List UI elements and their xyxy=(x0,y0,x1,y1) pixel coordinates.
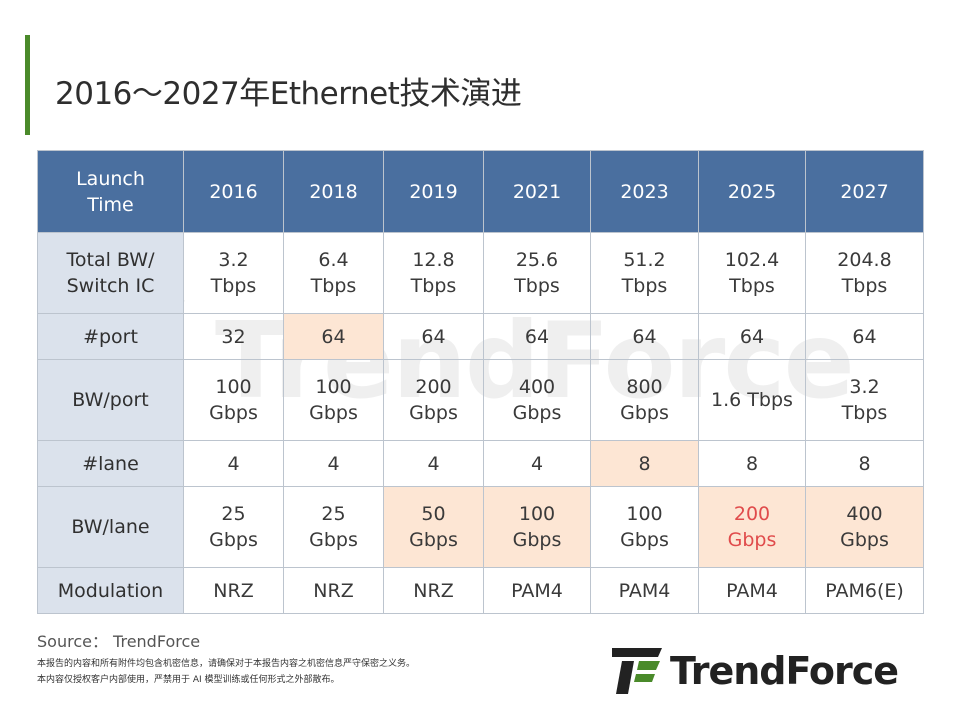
table-cell: PAM4 xyxy=(698,567,806,614)
table-cell: 4 xyxy=(383,440,484,487)
disclaimer-line: 本报告的内容和所有附件均包含机密信息，请确保对于本报告内容之机密信息严守保密之义… xyxy=(37,659,416,669)
table-cell: 8 xyxy=(698,440,806,487)
source-note: Source： TrendForce xyxy=(37,632,201,651)
table-row: BW/port 100 Gbps 100 Gbps 200 Gbps 400 G… xyxy=(37,359,924,441)
row-label: #port xyxy=(37,313,184,360)
table-cell: 3.2 Tbps xyxy=(805,359,924,441)
table-cell: NRZ xyxy=(383,567,484,614)
table-cell-highlighted: 100 Gbps xyxy=(483,486,591,568)
table-cell: 200 Gbps xyxy=(383,359,484,441)
table-cell: 8 xyxy=(805,440,924,487)
table-cell: 6.4 Tbps xyxy=(283,232,384,314)
table-cell: 800 Gbps xyxy=(590,359,699,441)
header-year: 2018 xyxy=(283,150,384,233)
table-row: Total BW/ Switch IC 3.2 Tbps 6.4 Tbps 12… xyxy=(37,232,924,314)
table-cell: 3.2 Tbps xyxy=(183,232,284,314)
row-label: BW/port xyxy=(37,359,184,441)
header-corner: Launch Time xyxy=(37,150,184,233)
table-row: Modulation NRZ NRZ NRZ PAM4 PAM4 PAM4 PA… xyxy=(37,567,924,614)
title-accent-bar xyxy=(25,35,30,135)
table-cell: 25 Gbps xyxy=(183,486,284,568)
table-cell: 204.8 Tbps xyxy=(805,232,924,314)
ethernet-evolution-table: Launch Time 2016 2018 2019 2021 2023 202… xyxy=(37,150,924,614)
table-cell: 51.2 Tbps xyxy=(590,232,699,314)
trendforce-logo-icon xyxy=(612,648,662,694)
table-header-row: Launch Time 2016 2018 2019 2021 2023 202… xyxy=(37,150,924,233)
row-label: Modulation xyxy=(37,567,184,614)
table-cell: 32 xyxy=(183,313,284,360)
table-cell: PAM6(E) xyxy=(805,567,924,614)
table-row: BW/lane 25 Gbps 25 Gbps 50 Gbps 100 Gbps… xyxy=(37,486,924,568)
table-cell: 1.6 Tbps xyxy=(698,359,806,441)
header-year: 2027 xyxy=(805,150,924,233)
logo-text: TrendForce xyxy=(670,649,899,693)
header-year: 2025 xyxy=(698,150,806,233)
page-title: 2016～2027年Ethernet技术演进 xyxy=(55,76,522,112)
header-year: 2023 xyxy=(590,150,699,233)
row-label: BW/lane xyxy=(37,486,184,568)
table-cell: 64 xyxy=(483,313,591,360)
trendforce-logo: TrendForce xyxy=(612,648,932,696)
table-cell: 12.8 Tbps xyxy=(383,232,484,314)
row-label: Total BW/ Switch IC xyxy=(37,232,184,314)
table-cell: 100 Gbps xyxy=(590,486,699,568)
header-year: 2019 xyxy=(383,150,484,233)
table-cell: 64 xyxy=(383,313,484,360)
row-label: #lane xyxy=(37,440,184,487)
table-cell: 4 xyxy=(183,440,284,487)
table-cell-highlighted: 8 xyxy=(590,440,699,487)
table-row: #lane 4 4 4 4 8 8 8 xyxy=(37,440,924,487)
disclaimer: 本报告的内容和所有附件均包含机密信息，请确保对于本报告内容之机密信息严守保密之义… xyxy=(37,656,415,688)
table-cell-highlighted: 64 xyxy=(283,313,384,360)
header-year: 2016 xyxy=(183,150,284,233)
table-cell: 102.4 Tbps xyxy=(698,232,806,314)
table-cell: NRZ xyxy=(183,567,284,614)
disclaimer-line: 本内容仅授权客户内部使用，严禁用于 AI 模型训练或任何形式之外部散布。 xyxy=(37,675,340,685)
table-cell: 4 xyxy=(483,440,591,487)
table-cell-highlighted-red: 200 Gbps xyxy=(698,486,806,568)
table-cell-highlighted: 400 Gbps xyxy=(805,486,924,568)
header-year: 2021 xyxy=(483,150,591,233)
table-cell: 64 xyxy=(698,313,806,360)
table-cell: 25.6 Tbps xyxy=(483,232,591,314)
table-row: #port 32 64 64 64 64 64 64 xyxy=(37,313,924,360)
table-cell: 4 xyxy=(283,440,384,487)
table-cell: NRZ xyxy=(283,567,384,614)
table-cell: PAM4 xyxy=(483,567,591,614)
table-cell-highlighted: 50 Gbps xyxy=(383,486,484,568)
table-cell: PAM4 xyxy=(590,567,699,614)
table-cell: 64 xyxy=(805,313,924,360)
table-cell: 400 Gbps xyxy=(483,359,591,441)
table-cell: 100 Gbps xyxy=(183,359,284,441)
table-cell: 64 xyxy=(590,313,699,360)
table-cell: 25 Gbps xyxy=(283,486,384,568)
table-cell: 100 Gbps xyxy=(283,359,384,441)
